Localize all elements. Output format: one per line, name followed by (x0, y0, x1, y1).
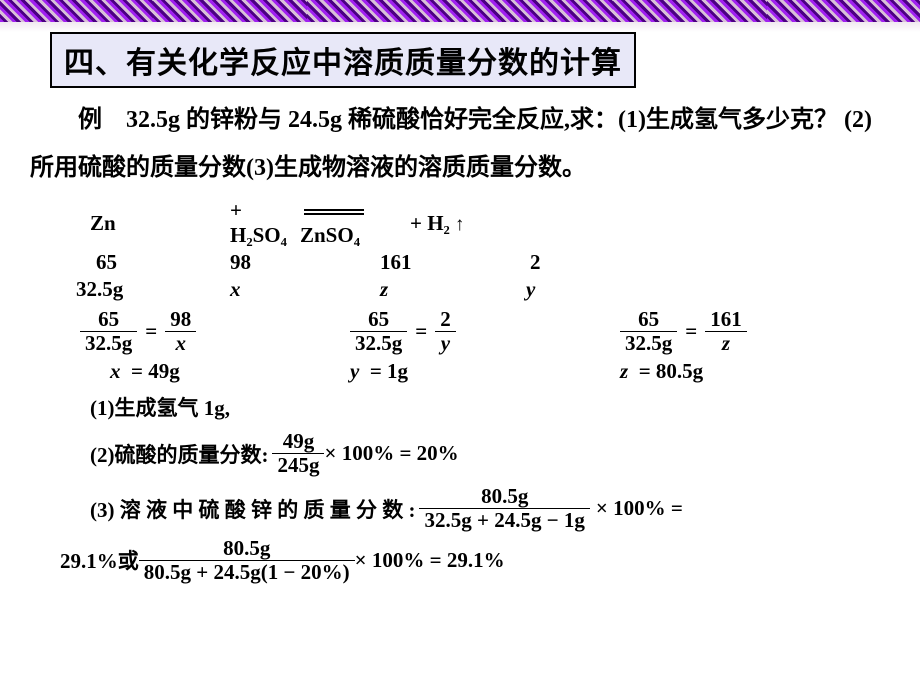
answer-3-tail: × 100% = (596, 496, 683, 521)
answer-1: (1)生成氢气 1g, (90, 392, 890, 422)
answer-3-fraction: 80.5g 32.5g + 24.5g − 1g (419, 485, 589, 532)
answer-2-tail: × 100% = 20% (324, 441, 458, 466)
plus-sign-2: + H₂ ↑ (410, 211, 520, 236)
ratio-z: 6532.5g = 161z (620, 308, 890, 355)
solve-z: z = 80.5g (620, 359, 890, 384)
ratio-x: 6532.5g = 98x (80, 308, 350, 355)
answer-3: (3) 溶 液 中 硫 酸 锌 的 质 量 分 数 : 80.5g 32.5g … (90, 485, 890, 532)
ratio-equations: 6532.5g = 98x 6532.5g = 2y 6532.5g = 161… (80, 308, 890, 355)
watermark (0, 22, 920, 32)
answer-3-label: (3) 溶 液 中 硫 酸 锌 的 质 量 分 数 : (90, 494, 415, 524)
solved-values: x = 49g y = 1g z = 80.5g (80, 359, 890, 384)
mass-x: x (216, 277, 366, 302)
mass-z: z (366, 277, 516, 302)
answer-2-label: (2)硫酸的质量分数: (90, 439, 268, 469)
gas-arrow-icon: ↑ (455, 214, 464, 235)
molar-h2: 2 (530, 250, 670, 275)
section-title: 四、有关化学反应中溶质质量分数的计算 (50, 32, 636, 88)
mass-zn: 32.5g (76, 277, 216, 302)
answer-3b: 29.1%或 80.5g 80.5g + 24.5g(1 − 20%) × 10… (60, 537, 890, 584)
problem-statement: 例 32.5g 的锌粉与 24.5g 稀硫酸恰好完全反应,求：(1)生成氢气多少… (30, 96, 890, 192)
mass-y: y (516, 277, 656, 302)
molar-mass-row: 65 98 161 2 (90, 250, 890, 275)
reactant-zn: Zn (90, 211, 230, 236)
chemical-equation: Zn + H₂SO₄ ZnSO₄ + H₂ ↑ (90, 198, 890, 248)
plus-sign: + H₂SO₄ (230, 198, 300, 248)
given-mass-row: 32.5g x z y (90, 277, 890, 302)
molar-h2so4: 98 (230, 250, 380, 275)
ratio-y: 6532.5g = 2y (350, 308, 620, 355)
answer-3b-tail: × 100% = 29.1% (355, 548, 505, 573)
answer-2-fraction: 49g 245g (272, 430, 324, 477)
content-area: 例 32.5g 的锌粉与 24.5g 稀硫酸恰好完全反应,求：(1)生成氢气多少… (0, 96, 920, 584)
top-decorative-border (0, 0, 920, 22)
solve-y: y = 1g (350, 359, 620, 384)
solve-x: x = 49g (80, 359, 350, 384)
answer-2: (2)硫酸的质量分数: 49g 245g × 100% = 20% (90, 430, 890, 477)
answer-3b-prefix: 29.1%或 (60, 545, 139, 575)
equals-bar (304, 209, 364, 215)
answer-3b-fraction: 80.5g 80.5g + 24.5g(1 − 20%) (139, 537, 355, 584)
molar-znso4: 161 (380, 250, 530, 275)
molar-zn: 65 (90, 250, 230, 275)
equation-arrow: ZnSO₄ (300, 198, 410, 248)
